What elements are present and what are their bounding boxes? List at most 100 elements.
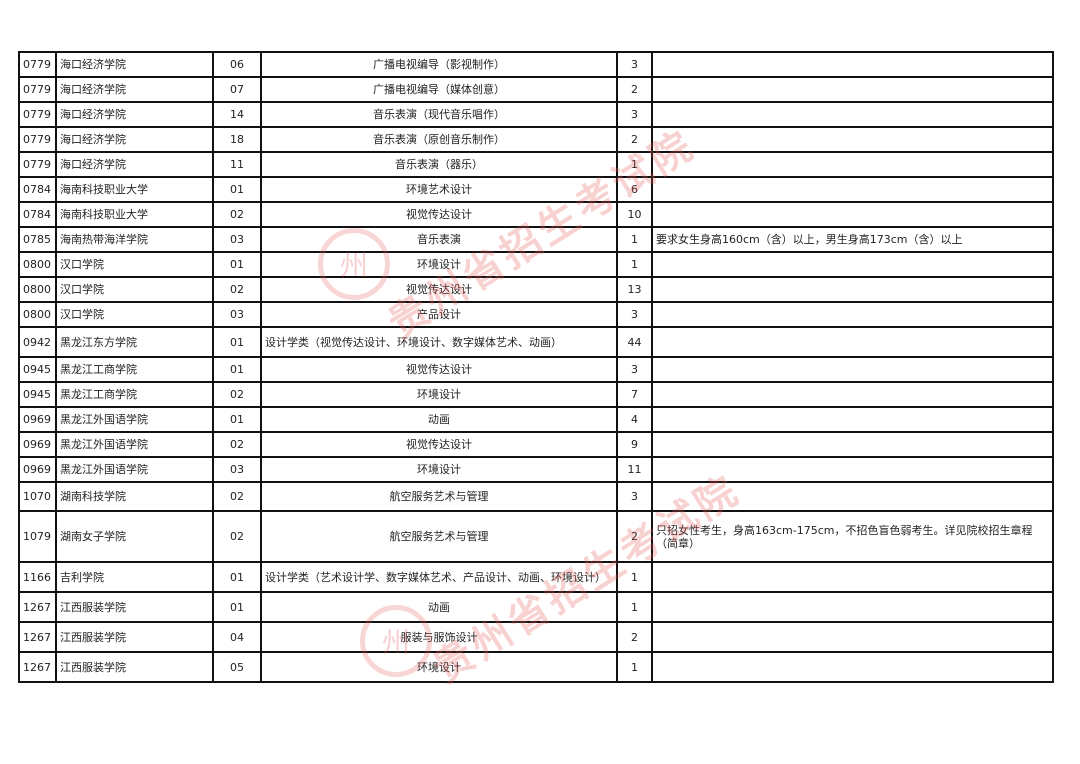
table-row: 0785 海南热带海洋学院 03 音乐表演 1 要求女生身高160cm（含）以上，男生身高… [18,226,1054,253]
school-code-cell: 0800 [18,276,57,303]
table-row: 0779 海口经济学院 11 音乐表演（器乐） 1 [18,151,1054,178]
plan-count-cell: 3 [616,356,653,383]
remarks-cell [651,176,1054,203]
remarks-cell [651,356,1054,383]
major-code-cell: 03 [212,301,262,328]
remarks-cell [651,201,1054,228]
school-name-cell: 海口经济学院 [55,51,214,78]
major-name-cell: 音乐表演 [260,226,618,253]
major-name-cell: 动画 [260,406,618,433]
school-name-cell: 汉口学院 [55,301,214,328]
plan-count-cell: 3 [616,51,653,78]
table-row: 0784 海南科技职业大学 01 环境艺术设计 6 [18,176,1054,203]
school-code-cell: 1070 [18,481,57,512]
school-code-cell: 0779 [18,126,57,153]
plan-count-cell: 6 [616,176,653,203]
school-code-cell: 0969 [18,431,57,458]
major-code-cell: 02 [212,276,262,303]
table-row: 1070 湖南科技学院 02 航空服务艺术与管理 3 [18,481,1054,512]
major-name-cell: 音乐表演（器乐） [260,151,618,178]
school-code-cell: 1079 [18,510,57,563]
major-code-cell: 18 [212,126,262,153]
major-code-cell: 01 [212,326,262,358]
plan-count-cell: 1 [616,226,653,253]
school-name-cell: 海南热带海洋学院 [55,226,214,253]
major-code-cell: 03 [212,226,262,253]
school-name-cell: 海南科技职业大学 [55,176,214,203]
table-row: 0779 海口经济学院 06 广播电视编导（影视制作） 3 [18,51,1054,78]
remarks-cell [651,301,1054,328]
remarks-cell [651,591,1054,623]
school-code-cell: 0784 [18,176,57,203]
table-row: 0779 海口经济学院 14 音乐表演（现代音乐唱作） 3 [18,101,1054,128]
major-name-cell: 环境设计 [260,456,618,483]
school-name-cell: 海口经济学院 [55,101,214,128]
table-row: 0945 黑龙江工商学院 02 环境设计 7 [18,381,1054,408]
plan-count-cell: 4 [616,406,653,433]
major-code-cell: 01 [212,356,262,383]
school-name-cell: 江西服装学院 [55,621,214,653]
remarks-cell [651,561,1054,593]
school-code-cell: 0800 [18,301,57,328]
school-code-cell: 0779 [18,101,57,128]
school-code-cell: 1267 [18,651,57,683]
plan-count-cell: 11 [616,456,653,483]
table-row: 1267 江西服装学院 05 环境设计 1 [18,651,1054,683]
table-row: 1267 江西服装学院 04 服装与服饰设计 2 [18,621,1054,653]
table-row: 0969 黑龙江外国语学院 01 动画 4 [18,406,1054,433]
major-code-cell: 14 [212,101,262,128]
school-name-cell: 湖南科技学院 [55,481,214,512]
major-code-cell: 07 [212,76,262,103]
major-name-cell: 设计学类（视觉传达设计、环境设计、数字媒体艺术、动画） [260,326,618,358]
major-name-cell: 航空服务艺术与管理 [260,510,618,563]
plan-count-cell: 1 [616,651,653,683]
remarks-cell [651,126,1054,153]
table-row: 0779 海口经济学院 18 音乐表演（原创音乐制作） 2 [18,126,1054,153]
remarks-cell [651,251,1054,278]
plan-count-cell: 10 [616,201,653,228]
school-name-cell: 黑龙江工商学院 [55,381,214,408]
plan-count-cell: 1 [616,251,653,278]
major-code-cell: 01 [212,591,262,623]
table-row: 0942 黑龙江东方学院 01 设计学类（视觉传达设计、环境设计、数字媒体艺术、动画）… [18,326,1054,358]
major-name-cell: 设计学类（艺术设计学、数字媒体艺术、产品设计、动画、环境设计） [260,561,618,593]
table-row: 0800 汉口学院 01 环境设计 1 [18,251,1054,278]
major-name-cell: 视觉传达设计 [260,431,618,458]
plan-count-cell: 2 [616,76,653,103]
plan-count-cell: 44 [616,326,653,358]
school-code-cell: 0779 [18,151,57,178]
school-code-cell: 0779 [18,76,57,103]
plan-count-cell: 9 [616,431,653,458]
table-row: 1267 江西服装学院 01 动画 1 [18,591,1054,623]
major-name-cell: 广播电视编导（影视制作） [260,51,618,78]
table-row: 0945 黑龙江工商学院 01 视觉传达设计 3 [18,356,1054,383]
school-name-cell: 海口经济学院 [55,151,214,178]
major-name-cell: 动画 [260,591,618,623]
remarks-cell [651,276,1054,303]
major-name-cell: 环境设计 [260,381,618,408]
major-code-cell: 03 [212,456,262,483]
school-name-cell: 海南科技职业大学 [55,201,214,228]
table-row: 0969 黑龙江外国语学院 02 视觉传达设计 9 [18,431,1054,458]
remarks-cell [651,651,1054,683]
remarks-cell [651,76,1054,103]
table-row: 0784 海南科技职业大学 02 视觉传达设计 10 [18,201,1054,228]
remarks-cell [651,151,1054,178]
school-name-cell: 汉口学院 [55,276,214,303]
school-name-cell: 黑龙江外国语学院 [55,431,214,458]
school-name-cell: 黑龙江东方学院 [55,326,214,358]
major-code-cell: 02 [212,510,262,563]
remarks-cell [651,406,1054,433]
school-code-cell: 1267 [18,621,57,653]
school-code-cell: 0945 [18,356,57,383]
table-row: 1166 吉利学院 01 设计学类（艺术设计学、数字媒体艺术、产品设计、动画、环境设计… [18,561,1054,593]
school-code-cell: 1267 [18,591,57,623]
enrollment-plan-table: 0779 海口经济学院 06 广播电视编导（影视制作） 3 0779 海口经济学院 07 广播电… [18,51,1054,683]
school-code-cell: 0800 [18,251,57,278]
major-name-cell: 环境设计 [260,251,618,278]
table-row: 0800 汉口学院 03 产品设计 3 [18,301,1054,328]
major-name-cell: 产品设计 [260,301,618,328]
school-name-cell: 湖南女子学院 [55,510,214,563]
major-code-cell: 01 [212,176,262,203]
school-name-cell: 江西服装学院 [55,651,214,683]
